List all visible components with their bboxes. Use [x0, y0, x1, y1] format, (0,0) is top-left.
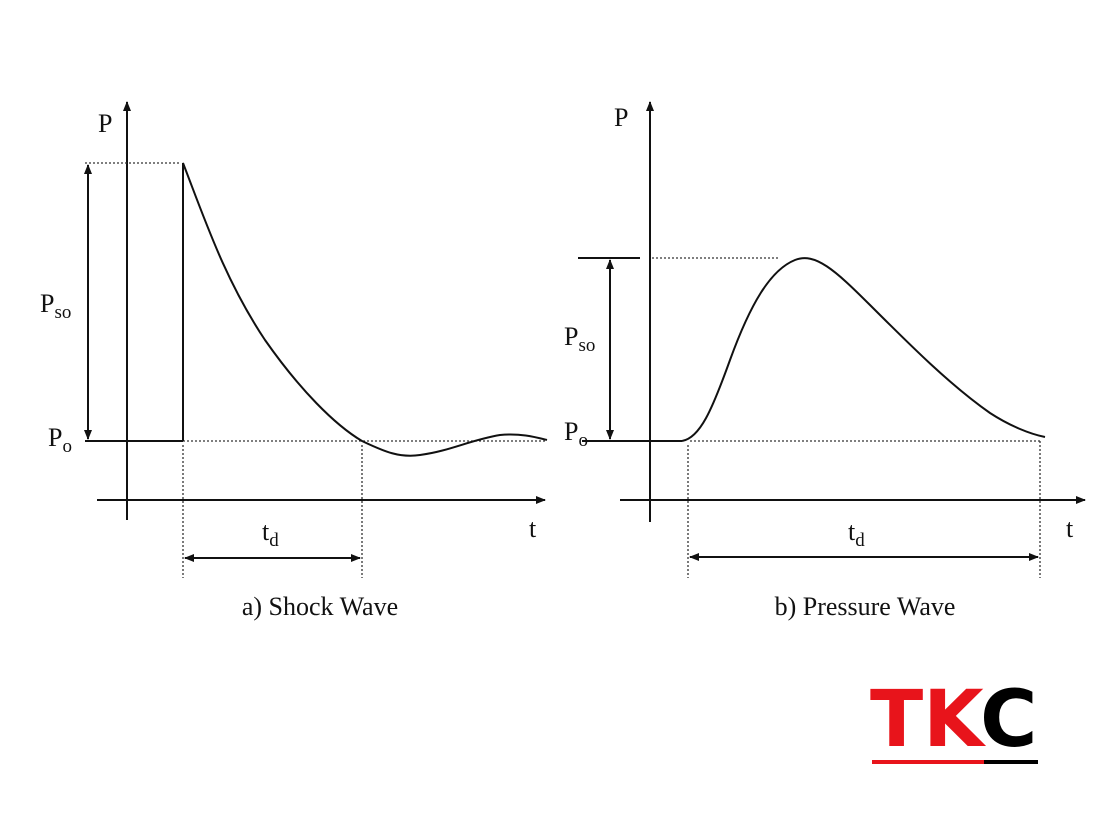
po-label: Po [564, 417, 588, 451]
panel-pressure-wave: P t Pso Po td b) Pressure Wave [564, 101, 1086, 621]
logo-black: C [980, 675, 1037, 765]
label-sub: o [62, 436, 72, 457]
label-sub: o [578, 430, 588, 451]
label-sub: so [54, 302, 71, 323]
label-main: P [564, 322, 578, 351]
panel-shock-wave: P t Pso Po td a) Shock Wave [40, 101, 548, 621]
p-label: P [614, 103, 628, 132]
td-label: td [262, 517, 279, 551]
label-sub: so [578, 335, 595, 356]
logo-text: TKC [870, 675, 1037, 765]
pso-label: Pso [564, 322, 595, 356]
pressure-curve [681, 257, 1046, 442]
p-label: P [98, 109, 112, 138]
label-main: P [48, 423, 62, 452]
shock-curve [182, 162, 548, 457]
td-label: td [848, 517, 865, 551]
label-main: P [40, 289, 54, 318]
caption: b) Pressure Wave [775, 592, 956, 621]
logo-red: TK [870, 675, 986, 765]
caption: a) Shock Wave [242, 592, 398, 621]
label-sub: d [855, 530, 865, 551]
logo: TKC [870, 675, 1038, 765]
po-label: Po [48, 423, 72, 457]
label-main: t [262, 517, 270, 546]
t-label: t [1066, 514, 1074, 543]
label-main: P [564, 417, 578, 446]
t-label: t [529, 514, 537, 543]
pso-label: Pso [40, 289, 71, 323]
label-main: t [848, 517, 856, 546]
label-sub: d [269, 530, 279, 551]
